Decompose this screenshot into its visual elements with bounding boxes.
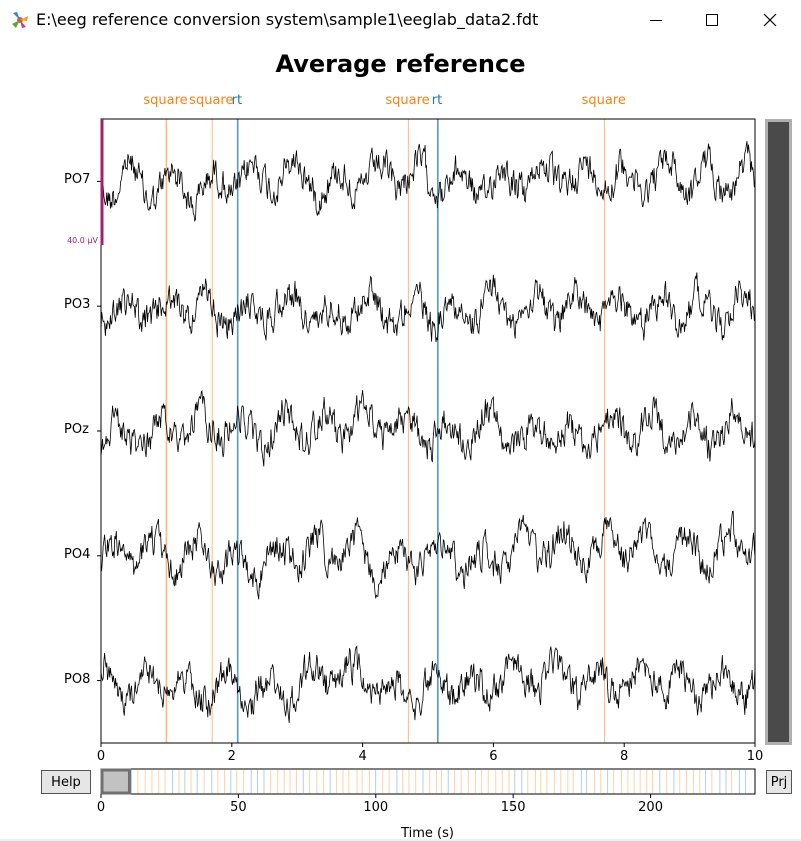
close-button[interactable] xyxy=(742,0,798,40)
overview-tick-label: 200 xyxy=(638,800,663,815)
event-label-square: square xyxy=(189,93,234,108)
figure-title: Average reference xyxy=(275,50,526,78)
window-title: E:\eeg reference conversion system\sampl… xyxy=(36,10,539,29)
close-icon xyxy=(763,13,777,27)
channel-label-po4: PO4 xyxy=(64,546,91,562)
x-tick-label: 10 xyxy=(746,749,764,764)
channel-label-po8: PO8 xyxy=(64,671,91,687)
help-button[interactable]: Help xyxy=(41,770,91,794)
event-label-square: square xyxy=(581,93,626,108)
maximize-button[interactable] xyxy=(684,0,740,40)
event-label-rt: rt xyxy=(431,93,443,108)
event-label-square: square xyxy=(385,93,430,108)
x-tick-label: 0 xyxy=(96,749,106,764)
overview-bar xyxy=(100,768,756,795)
event-label-square: square xyxy=(143,93,188,108)
x-tick-label: 4 xyxy=(358,749,367,764)
eeg-trace-po3 xyxy=(101,272,755,343)
minimize-icon xyxy=(650,20,662,21)
event-label-rt: rt xyxy=(231,93,243,108)
channel-label-po7: PO7 xyxy=(64,172,91,188)
channel-label-poz: POz xyxy=(64,422,89,437)
x-tick-label: 2 xyxy=(227,749,236,764)
x-tick-label: 6 xyxy=(489,749,498,764)
overview-tick-label: 100 xyxy=(363,800,389,815)
overview-tick-label: 150 xyxy=(500,800,526,815)
main-axes-frame xyxy=(100,118,756,744)
figure-canvas: Average reference square square rt square rt… xyxy=(0,40,801,841)
maximize-icon xyxy=(706,14,718,26)
eeg-trace-plot[interactable]: 40.0 µV xyxy=(0,40,801,839)
projector-button[interactable]: Prj xyxy=(766,770,792,794)
overview-view-window xyxy=(100,768,131,795)
channel-label-po3: PO3 xyxy=(64,297,91,313)
title-bar: E:\eeg reference conversion system\sampl… xyxy=(0,0,801,40)
matplotlib-icon xyxy=(12,12,28,28)
minimize-button[interactable] xyxy=(628,0,684,40)
eeg-trace-po4 xyxy=(101,510,755,600)
channel-scrollbar-thumb xyxy=(768,122,789,742)
eeg-trace-po8 xyxy=(101,645,755,724)
eeg-trace-po7 xyxy=(101,141,755,222)
x-axis-label: Time (s) xyxy=(401,826,454,841)
overview-tick-label: 50 xyxy=(230,800,247,815)
eeg-trace-poz xyxy=(101,389,755,467)
overview-tick-label: 0 xyxy=(96,800,106,815)
x-tick-label: 8 xyxy=(620,749,629,764)
scale-bar-label: 40.0 µV xyxy=(67,236,98,245)
